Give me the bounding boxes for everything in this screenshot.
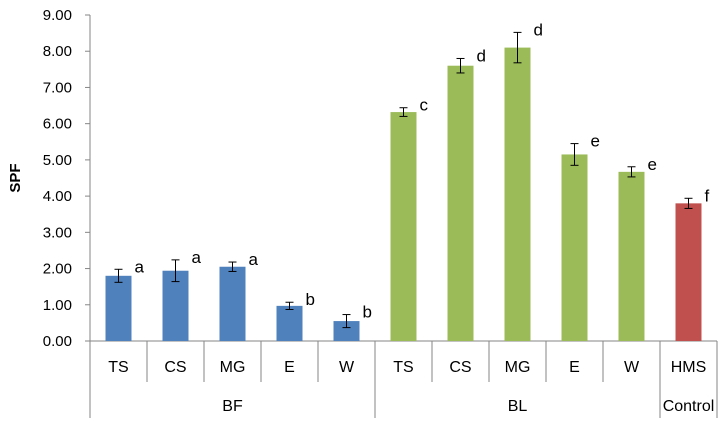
x-category-label: E	[284, 359, 295, 376]
x-group-label: Control	[663, 398, 715, 415]
x-group-label: BL	[508, 398, 528, 415]
bar	[219, 266, 246, 341]
x-category-label: E	[569, 359, 580, 376]
x-category-label: TS	[108, 359, 128, 376]
y-tick-label: 8.00	[43, 43, 72, 60]
y-tick-label: 7.00	[43, 79, 72, 96]
y-tick-label: 1.00	[43, 297, 72, 314]
x-category-label: TS	[393, 359, 413, 376]
y-tick-label: 6.00	[43, 116, 72, 133]
significance-letter: a	[135, 257, 145, 276]
bar	[105, 275, 132, 341]
x-category-label: CS	[449, 359, 471, 376]
bar	[618, 171, 645, 341]
significance-letter: f	[705, 186, 710, 205]
y-tick-label: 3.00	[43, 224, 72, 241]
y-tick-label: 9.00	[43, 7, 72, 24]
significance-letter: b	[306, 290, 315, 309]
x-category-label: HMS	[671, 359, 707, 376]
y-axis-title: SPF	[7, 163, 24, 192]
significance-letter: d	[534, 20, 543, 39]
significance-letter: b	[363, 303, 372, 322]
x-category-label: MG	[220, 359, 246, 376]
bar	[561, 154, 588, 341]
x-group-label: BF	[222, 398, 243, 415]
significance-letter: e	[591, 132, 600, 151]
bar	[276, 305, 303, 341]
bar	[447, 65, 474, 341]
bar	[390, 112, 417, 341]
significance-letter: a	[192, 248, 202, 267]
x-category-label: W	[339, 359, 355, 376]
bar	[504, 47, 531, 341]
significance-letter: c	[420, 96, 429, 115]
significance-letter: a	[249, 250, 259, 269]
x-category-label: MG	[505, 359, 531, 376]
y-tick-label: 4.00	[43, 188, 72, 205]
bar	[675, 203, 702, 341]
significance-letter: e	[648, 155, 657, 174]
y-tick-label: 0.00	[43, 333, 72, 350]
x-category-label: W	[624, 359, 640, 376]
bar	[162, 270, 189, 341]
significance-letter: d	[477, 46, 486, 65]
bar	[333, 321, 360, 341]
y-tick-label: 5.00	[43, 152, 72, 169]
y-tick-label: 2.00	[43, 261, 72, 278]
x-category-label: CS	[164, 359, 186, 376]
